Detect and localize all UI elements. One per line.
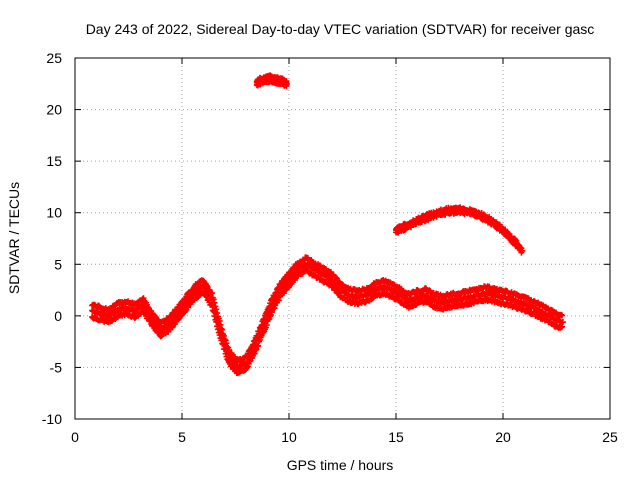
y-tick-label: 0	[54, 308, 62, 324]
series-top-segment	[253, 72, 290, 89]
data-point	[226, 346, 233, 353]
data-point	[267, 313, 274, 320]
plot-frame	[74, 57, 611, 420]
data-point	[519, 247, 526, 254]
y-tick-label: 20	[46, 102, 62, 118]
data-point	[505, 230, 512, 237]
chart-title: Day 243 of 2022, Sidereal Day-to-day VTE…	[86, 21, 595, 37]
series-upper-arc	[393, 204, 526, 256]
data-point	[221, 336, 228, 343]
data-point	[260, 329, 267, 336]
x-tick-label: 0	[71, 429, 79, 445]
x-tick-label: 10	[281, 429, 297, 445]
data-point	[255, 342, 262, 349]
x-tick-label: 5	[178, 429, 186, 445]
x-tick-label: 15	[388, 429, 404, 445]
data-point	[220, 332, 227, 339]
x-tick-label: 20	[495, 429, 511, 445]
data-point	[210, 296, 217, 303]
data-point	[271, 305, 278, 312]
y-axis-label: SDTVAR / TECUs	[6, 182, 22, 294]
data-point	[559, 312, 566, 319]
data-point	[213, 306, 220, 313]
data-point	[219, 326, 226, 333]
x-axis-label: GPS time / hours	[287, 457, 394, 473]
data-point	[559, 319, 566, 326]
data-point	[214, 310, 221, 317]
y-tick-label: 10	[46, 205, 62, 221]
data-point	[253, 346, 260, 353]
data-point	[218, 325, 225, 332]
data-point	[208, 290, 215, 297]
data-point	[268, 312, 275, 319]
x-tick-label: 25	[602, 429, 618, 445]
data-point	[263, 322, 270, 329]
y-tick-label: 25	[46, 50, 62, 66]
data-point	[222, 337, 229, 344]
y-tick-label: -5	[50, 359, 63, 375]
data-points	[89, 72, 566, 377]
data-point	[251, 350, 258, 357]
data-point	[275, 297, 282, 304]
series-main-band	[89, 254, 566, 377]
data-point	[268, 309, 275, 316]
y-tick-label: -10	[42, 411, 62, 427]
data-point	[212, 303, 219, 310]
data-point	[184, 304, 191, 311]
y-tick-label: 5	[54, 256, 62, 272]
data-point	[217, 321, 224, 328]
data-point	[140, 295, 147, 302]
data-point	[283, 80, 290, 87]
y-tick-label: 15	[46, 153, 62, 169]
axis-ticks: 0 5 10 15 20 25 -10 -5 0 5 10 15 20 25	[42, 50, 618, 445]
grid-lines	[75, 58, 610, 419]
data-point	[211, 299, 218, 306]
data-point	[252, 347, 259, 354]
data-point	[223, 340, 230, 347]
data-point	[216, 317, 223, 324]
